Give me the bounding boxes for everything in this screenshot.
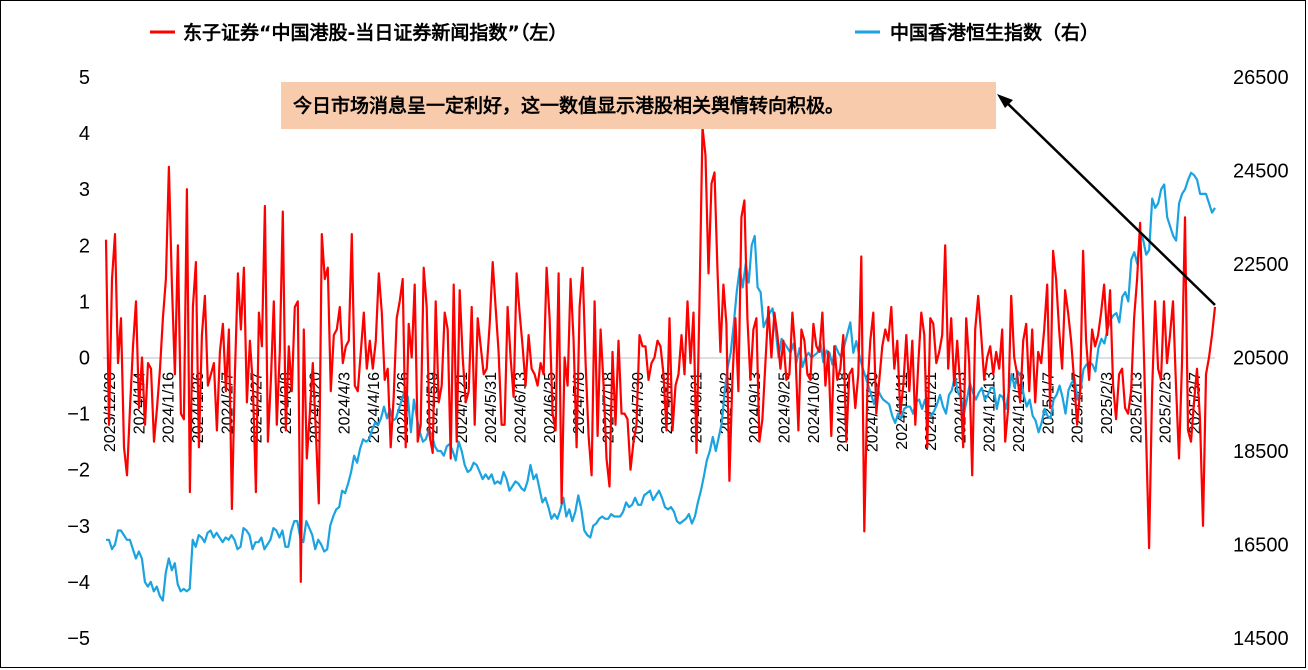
x-tick-label: 2024/2/7	[219, 372, 236, 434]
x-tick-label: 2025/1/7	[1040, 372, 1057, 434]
legend-label-hang-seng: 中国香港恒生指数（右）	[890, 21, 1099, 44]
right-tick-label: 18500	[1233, 441, 1289, 463]
left-tick-label: 1	[79, 291, 90, 313]
left-tick-label: −2	[67, 460, 90, 482]
left-tick-label: 0	[79, 348, 90, 370]
right-tick-label: 14500	[1233, 628, 1289, 650]
left-tick-label: 3	[79, 179, 90, 201]
left-tick-label: −1	[67, 404, 90, 426]
right-tick-label: 20500	[1233, 348, 1289, 370]
annotation: 今日市场消息呈一定利好，这一数值显示港股相关舆情转向积极。	[281, 82, 1216, 306]
x-tick-label: 2024/4/16	[366, 372, 383, 443]
series-line-news-index	[104, 126, 1217, 584]
x-tick-label: 2025/2/13	[1128, 372, 1145, 443]
left-tick-label: −4	[67, 572, 90, 594]
right-axis-ticks: 26500 24500 22500 20500 18500 16500 14500	[1233, 67, 1289, 650]
legend-label-news-index: 东子证券“中国港股-当日证券新闻指数”（左）	[183, 21, 567, 44]
x-tick-label: 2024/1/16	[161, 372, 178, 443]
x-tick-label: 2024/6/13	[513, 372, 530, 443]
x-tick-label: 2025/2/25	[1158, 372, 1175, 443]
left-tick-label: 2	[79, 235, 90, 257]
left-tick-label: −5	[67, 628, 90, 650]
right-tick-label: 16500	[1233, 535, 1289, 557]
right-tick-label: 22500	[1233, 254, 1289, 276]
x-tick-label: 2024/4/3	[337, 372, 354, 434]
x-tick-label: 2024/12/13	[982, 372, 999, 452]
x-tick-label: 2024/11/11	[894, 372, 911, 450]
left-tick-label: 5	[79, 67, 90, 89]
left-tick-label: 4	[79, 123, 90, 145]
series-line-hang-seng	[106, 171, 1216, 602]
x-tick-label: 2024/10/8	[806, 372, 823, 443]
right-tick-label: 26500	[1233, 67, 1289, 89]
x-tick-label: 2024/9/25	[776, 372, 793, 443]
x-tick-label: 2024/7/30	[630, 372, 647, 443]
annotation-text: 今日市场消息呈一定利好，这一数值显示港股相关舆情转向积极。	[292, 94, 844, 117]
left-axis-ticks: 5 4 3 2 1 0 −1 −2 −3 −4 −5	[67, 67, 90, 650]
x-tick-label: 2023/12/20	[102, 372, 119, 452]
x-tick-label: 2025/2/3	[1099, 372, 1116, 434]
right-tick-label: 24500	[1233, 161, 1289, 183]
annotation-arrowhead	[997, 94, 1013, 108]
annotation-arrow-line	[1003, 99, 1216, 306]
legend: 东子证券“中国港股-当日证券新闻指数”（左） 中国香港恒生指数（右）	[150, 21, 1099, 44]
annotation-box	[281, 82, 996, 129]
left-tick-label: −3	[67, 516, 90, 538]
x-tick-label: 2024/5/31	[483, 372, 500, 443]
